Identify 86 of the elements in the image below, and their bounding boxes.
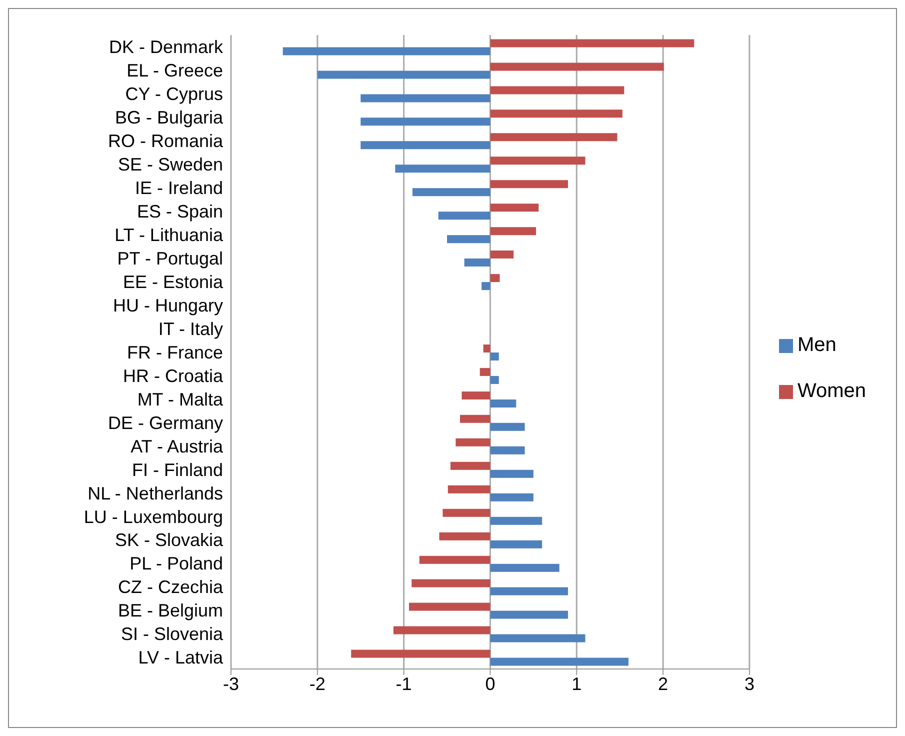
- y-tick-label: DE - Germany: [108, 412, 223, 433]
- bar: [360, 141, 490, 150]
- y-tick-label: MT - Malta: [137, 389, 224, 410]
- bar: [490, 610, 568, 619]
- bar: [490, 587, 568, 596]
- bar: [412, 188, 490, 196]
- bar: [490, 227, 536, 236]
- bar: [412, 579, 490, 588]
- y-tick-label: BG - Bulgaria: [114, 108, 224, 128]
- y-tick-label: PL - Poland: [130, 554, 223, 574]
- bar: [490, 446, 525, 454]
- bar: [462, 391, 490, 400]
- bar: [490, 658, 628, 666]
- bar: [490, 399, 516, 408]
- y-tick-label: RO - Romania: [108, 131, 224, 152]
- y-tick-label: PT - Portugal: [117, 248, 223, 268]
- y-tick-label: IT - Italy: [158, 318, 223, 339]
- bar: [490, 250, 514, 259]
- bar: [482, 282, 490, 290]
- bar: [351, 650, 490, 658]
- legend-label: Men: [797, 334, 836, 356]
- bar: [490, 274, 500, 282]
- bar: [450, 462, 490, 470]
- bar: [490, 39, 694, 48]
- bar: [490, 352, 499, 360]
- y-tick-label: EE - Estonia: [122, 272, 224, 292]
- bar: [439, 532, 490, 540]
- x-tick-label: 0: [485, 674, 496, 694]
- bar: [409, 602, 490, 611]
- y-tick-label: LU - Luxembourg: [84, 506, 223, 527]
- bar: [490, 540, 542, 548]
- bar: [456, 438, 490, 446]
- bar: [483, 344, 490, 352]
- bar: [490, 376, 499, 384]
- bar: [393, 626, 490, 634]
- bar: [448, 485, 490, 494]
- x-tick-label: -3: [222, 674, 240, 694]
- y-tick-label: AT - Austria: [130, 436, 224, 456]
- bar: [490, 86, 624, 94]
- y-tick-label: SI - Slovenia: [120, 624, 224, 644]
- bar: [490, 564, 560, 572]
- bar: [480, 368, 490, 376]
- bar: [490, 493, 534, 502]
- bar: [317, 70, 490, 79]
- bar: [490, 634, 586, 642]
- bar: [490, 204, 539, 212]
- y-tick-label: EL - Greece: [126, 60, 223, 81]
- bar: [490, 110, 622, 118]
- y-tick-label: SK - Slovakia: [114, 530, 224, 550]
- y-tick-label: LV - Latvia: [138, 648, 224, 668]
- y-tick-label: BE - Belgium: [118, 600, 223, 621]
- bar: [490, 422, 525, 431]
- x-tick-label: 1: [572, 674, 582, 694]
- bar: [464, 258, 490, 267]
- bar: [282, 47, 490, 56]
- bar: [360, 118, 490, 126]
- y-tick-label: HU - Hungary: [112, 295, 223, 316]
- x-tick-label: 3: [744, 674, 754, 694]
- y-tick-label: CY - Cyprus: [125, 84, 223, 104]
- bar: [460, 414, 490, 423]
- y-tick-label: ES - Spain: [136, 202, 223, 222]
- bar: [490, 180, 568, 188]
- y-tick-label: FR - France: [126, 342, 223, 362]
- bar: [490, 470, 534, 478]
- bar: [442, 508, 490, 517]
- bar: [395, 164, 490, 173]
- bar: [490, 516, 542, 525]
- bar: [360, 94, 490, 102]
- y-tick-label: DK - Denmark: [108, 37, 224, 58]
- bar: [447, 235, 490, 244]
- y-tick-label: LT - Lithuania: [114, 224, 224, 245]
- y-tick-label: HR - Croatia: [122, 366, 224, 386]
- y-tick-label: FI - Finland: [132, 460, 223, 480]
- x-tick-label: -1: [396, 674, 412, 694]
- bar: [490, 62, 664, 71]
- y-tick-label: IE - Ireland: [134, 178, 223, 198]
- bar: [419, 556, 490, 564]
- bar: [490, 156, 586, 165]
- legend-label: Women: [797, 380, 866, 402]
- y-tick-label: CZ - Czechia: [118, 577, 224, 598]
- y-tick-label: NL - Netherlands: [88, 483, 223, 504]
- x-tick-label: -2: [309, 674, 326, 694]
- bar: [438, 212, 490, 220]
- bar: [490, 133, 618, 142]
- x-tick-label: 2: [658, 674, 668, 694]
- y-tick-label: SE - Sweden: [118, 154, 223, 175]
